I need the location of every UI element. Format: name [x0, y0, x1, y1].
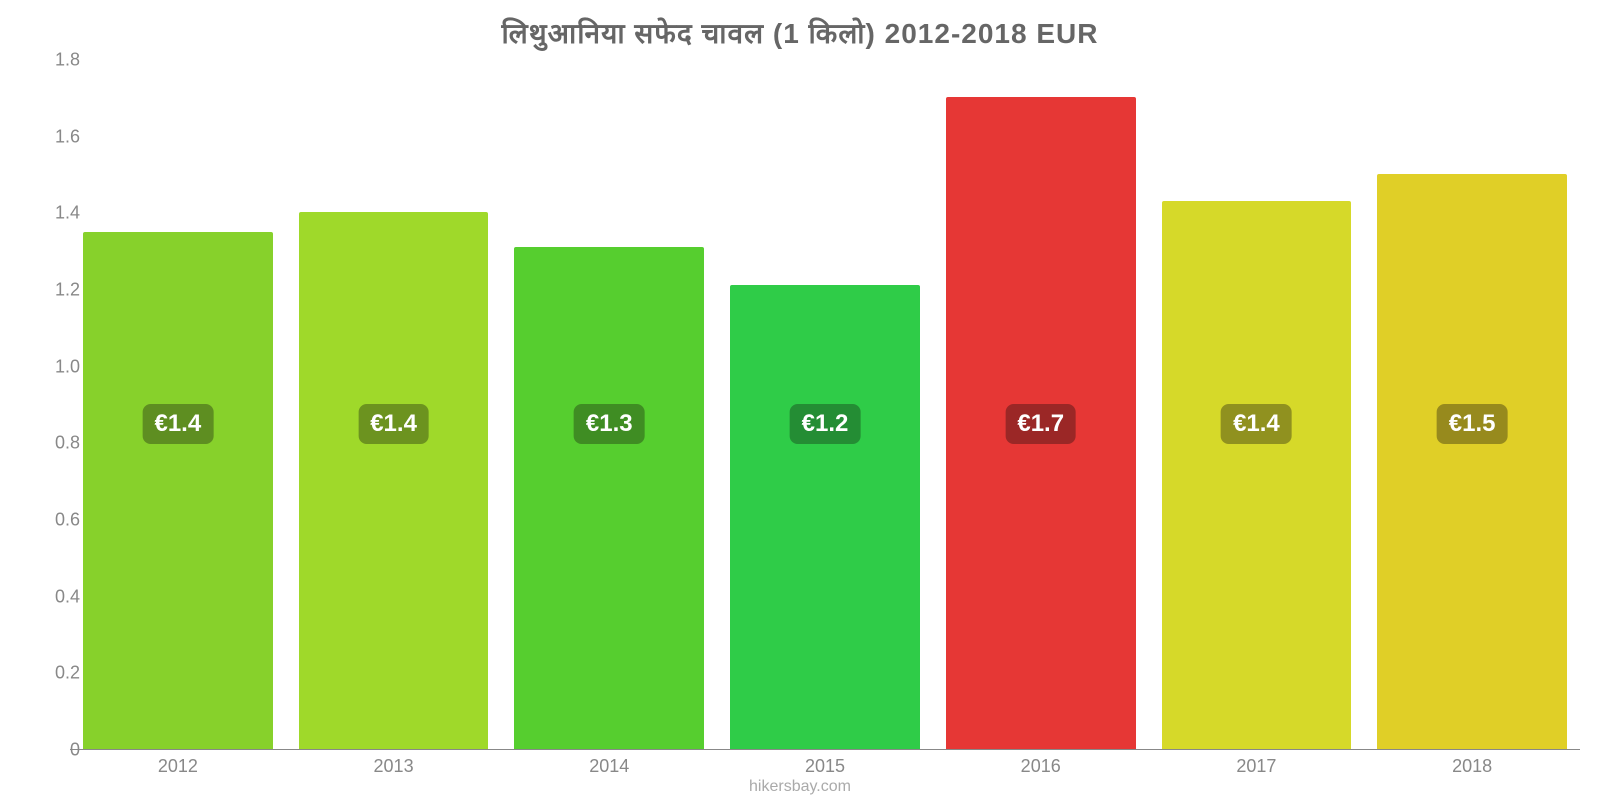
- y-tick-label: 0.2: [55, 663, 80, 684]
- y-tick-label: 1.4: [55, 203, 80, 224]
- y-tick-label: 0.8: [55, 433, 80, 454]
- y-tick-label: 1.8: [55, 50, 80, 71]
- bar-value-label: €1.5: [1437, 404, 1508, 444]
- x-tick-label: 2014: [589, 756, 629, 777]
- y-tick-label: 0.4: [55, 586, 80, 607]
- y-tick-label: 1.2: [55, 280, 80, 301]
- bar: [299, 212, 489, 749]
- bar: [514, 247, 704, 749]
- bar: [1162, 201, 1352, 749]
- y-tick-label: 1.0: [55, 356, 80, 377]
- bar-chart: लिथुआनिया सफेद चावल (1 किलो) 2012-2018 E…: [0, 0, 1600, 800]
- y-tick-label: 0: [70, 740, 80, 761]
- bar-value-label: €1.7: [1005, 404, 1076, 444]
- x-tick-label: 2012: [158, 756, 198, 777]
- y-tick-label: 1.6: [55, 126, 80, 147]
- bar-value-label: €1.3: [574, 404, 645, 444]
- plot-area: €1.4 €1.4 €1.3 €1.2 €1.7 €1.4 €1.5: [70, 60, 1580, 750]
- bar-value-label: €1.4: [358, 404, 429, 444]
- bar-value-label: €1.2: [790, 404, 861, 444]
- chart-title: लिथुआनिया सफेद चावल (1 किलो) 2012-2018 E…: [0, 14, 1600, 52]
- bar: [1377, 174, 1567, 749]
- bar: [730, 285, 920, 749]
- x-tick-label: 2015: [805, 756, 845, 777]
- x-tick-label: 2018: [1452, 756, 1492, 777]
- bar: [83, 232, 273, 750]
- x-tick-label: 2017: [1236, 756, 1276, 777]
- bar-value-label: €1.4: [142, 404, 213, 444]
- y-tick-label: 0.6: [55, 510, 80, 531]
- x-tick-label: 2013: [374, 756, 414, 777]
- attribution-text: hikersbay.com: [0, 778, 1600, 796]
- bar-value-label: €1.4: [1221, 404, 1292, 444]
- x-tick-label: 2016: [1021, 756, 1061, 777]
